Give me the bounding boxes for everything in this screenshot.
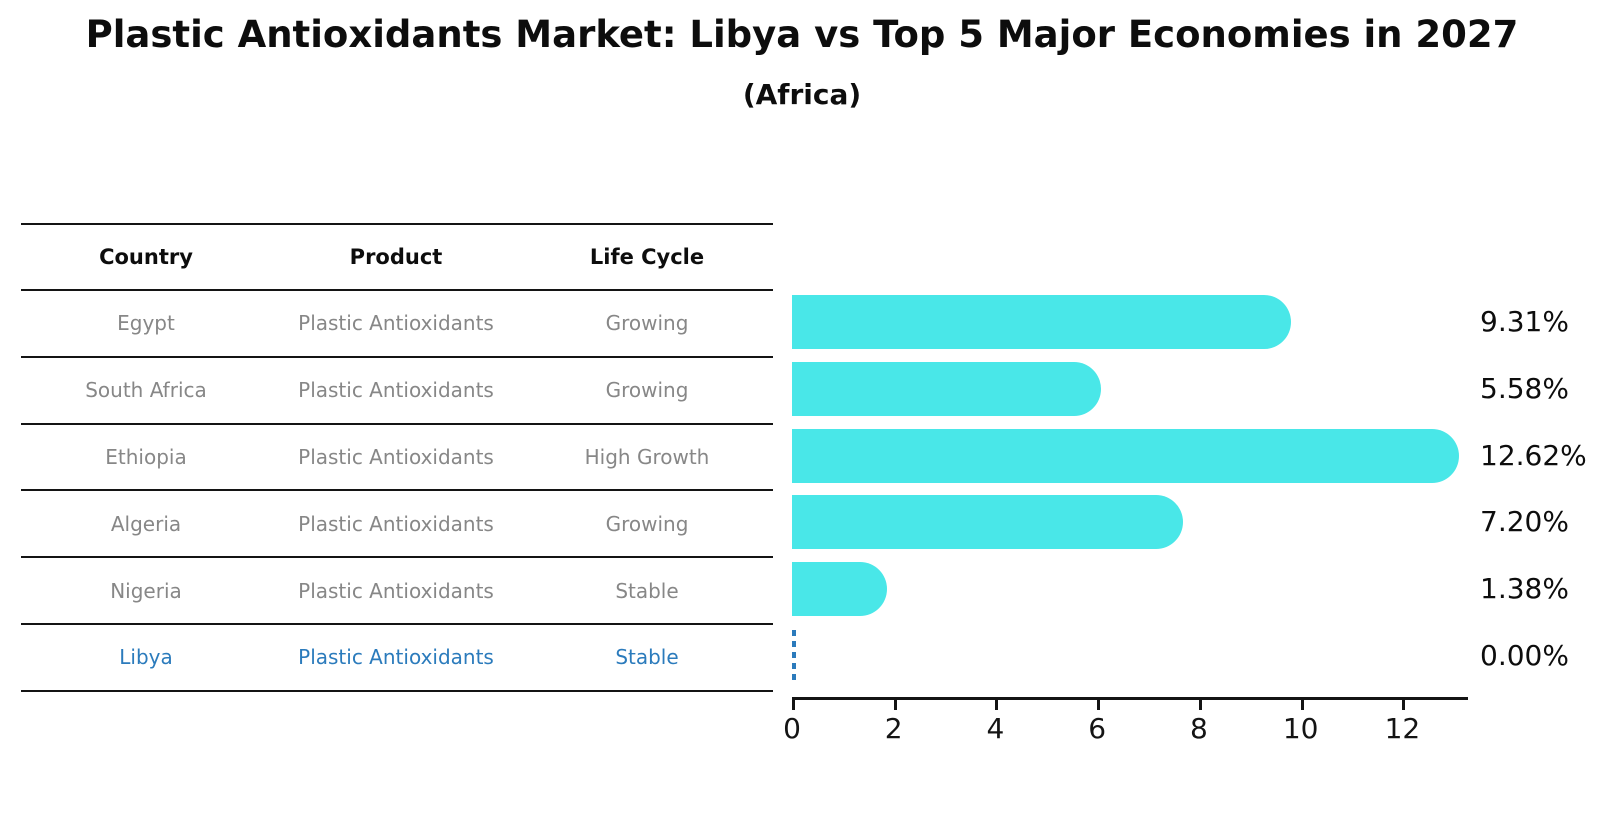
- country-table: Country Product Life Cycle Egypt Plastic …: [21, 223, 773, 692]
- cell-life-cycle: Stable: [615, 578, 679, 603]
- bar: [792, 495, 1184, 550]
- cell-country: Ethiopia: [105, 444, 187, 469]
- x-tick: [995, 700, 999, 710]
- cell-life-cycle: Stable: [615, 645, 679, 670]
- x-axis-line: [792, 697, 1468, 700]
- bar: [792, 295, 1291, 349]
- header-country: Country: [99, 245, 193, 269]
- table-header-row: Country Product Life Cycle: [21, 225, 773, 291]
- cell-life-cycle: Growing: [605, 311, 689, 336]
- bar: [792, 562, 888, 617]
- bar-value-label: 0.00%: [1480, 639, 1569, 672]
- cell-product: Plastic Antioxidants: [298, 511, 494, 536]
- bar: [792, 361, 1101, 416]
- bar-row-egypt: [792, 289, 1467, 356]
- cell-life-cycle: High Growth: [584, 444, 710, 469]
- cell-country: Libya: [119, 645, 173, 670]
- zero-bar-dashed: [792, 630, 796, 680]
- x-tick: [1402, 700, 1406, 710]
- table-row: Algeria Plastic Antioxidants Growing: [21, 491, 773, 559]
- page-title: Plastic Antioxidants Market: Libya vs To…: [85, 13, 1519, 56]
- header-life-cycle: Life Cycle: [589, 245, 705, 269]
- cell-product: Plastic Antioxidants: [298, 645, 494, 670]
- table-row: Ethiopia Plastic Antioxidants High Growth: [21, 425, 773, 492]
- cell-product: Plastic Antioxidants: [298, 311, 494, 336]
- cell-product: Plastic Antioxidants: [298, 578, 494, 603]
- x-tick-label: 12: [1384, 712, 1421, 745]
- x-tick: [792, 700, 795, 710]
- bar-value-label: 12.62%: [1480, 438, 1587, 472]
- bar-row-nigeria: [792, 556, 1467, 623]
- x-tick: [1097, 700, 1101, 710]
- bar-chart-plot-area: [792, 289, 1467, 697]
- cell-life-cycle: Growing: [605, 378, 689, 403]
- table-row: Nigeria Plastic Antioxidants Stable: [21, 558, 773, 625]
- bar-row-ethiopia: [792, 423, 1467, 490]
- x-tick-label: 10: [1282, 712, 1319, 745]
- cell-country: Egypt: [117, 311, 175, 336]
- x-tick: [893, 700, 897, 710]
- x-tick-label: 8: [1190, 712, 1208, 745]
- bar-row-libya: [792, 623, 1467, 690]
- page-subtitle: (Africa): [742, 78, 862, 111]
- bar-value-label: 1.38%: [1480, 572, 1569, 606]
- cell-product: Plastic Antioxidants: [298, 444, 494, 469]
- x-tick-label: 2: [884, 712, 903, 745]
- bar-row-algeria: [792, 489, 1467, 556]
- x-tick: [1300, 700, 1304, 710]
- table-row: South Africa Plastic Antioxidants Growing: [21, 358, 773, 425]
- bar: [792, 428, 1459, 483]
- cell-product: Plastic Antioxidants: [298, 378, 494, 403]
- bar-value-label: 9.31%: [1480, 305, 1569, 338]
- table-body: Egypt Plastic Antioxidants Growing South Af…: [21, 291, 773, 692]
- x-tick-label: 0: [783, 712, 801, 745]
- bar-value-label: 7.20%: [1480, 505, 1569, 539]
- table-row: Egypt Plastic Antioxidants Growing: [21, 291, 773, 358]
- x-tick-label: 4: [986, 712, 1005, 745]
- x-tick-label: 6: [1088, 712, 1107, 745]
- cell-country: Algeria: [110, 511, 182, 536]
- header-product: Product: [349, 245, 443, 269]
- x-tick: [1198, 700, 1202, 710]
- cell-country: South Africa: [85, 378, 207, 403]
- table-row: Libya Plastic Antioxidants Stable: [21, 625, 773, 692]
- bar-row-south-africa: [792, 356, 1467, 423]
- bar-value-label: 5.58%: [1480, 371, 1569, 405]
- cell-country: Nigeria: [110, 578, 182, 603]
- cell-life-cycle: Growing: [605, 511, 689, 536]
